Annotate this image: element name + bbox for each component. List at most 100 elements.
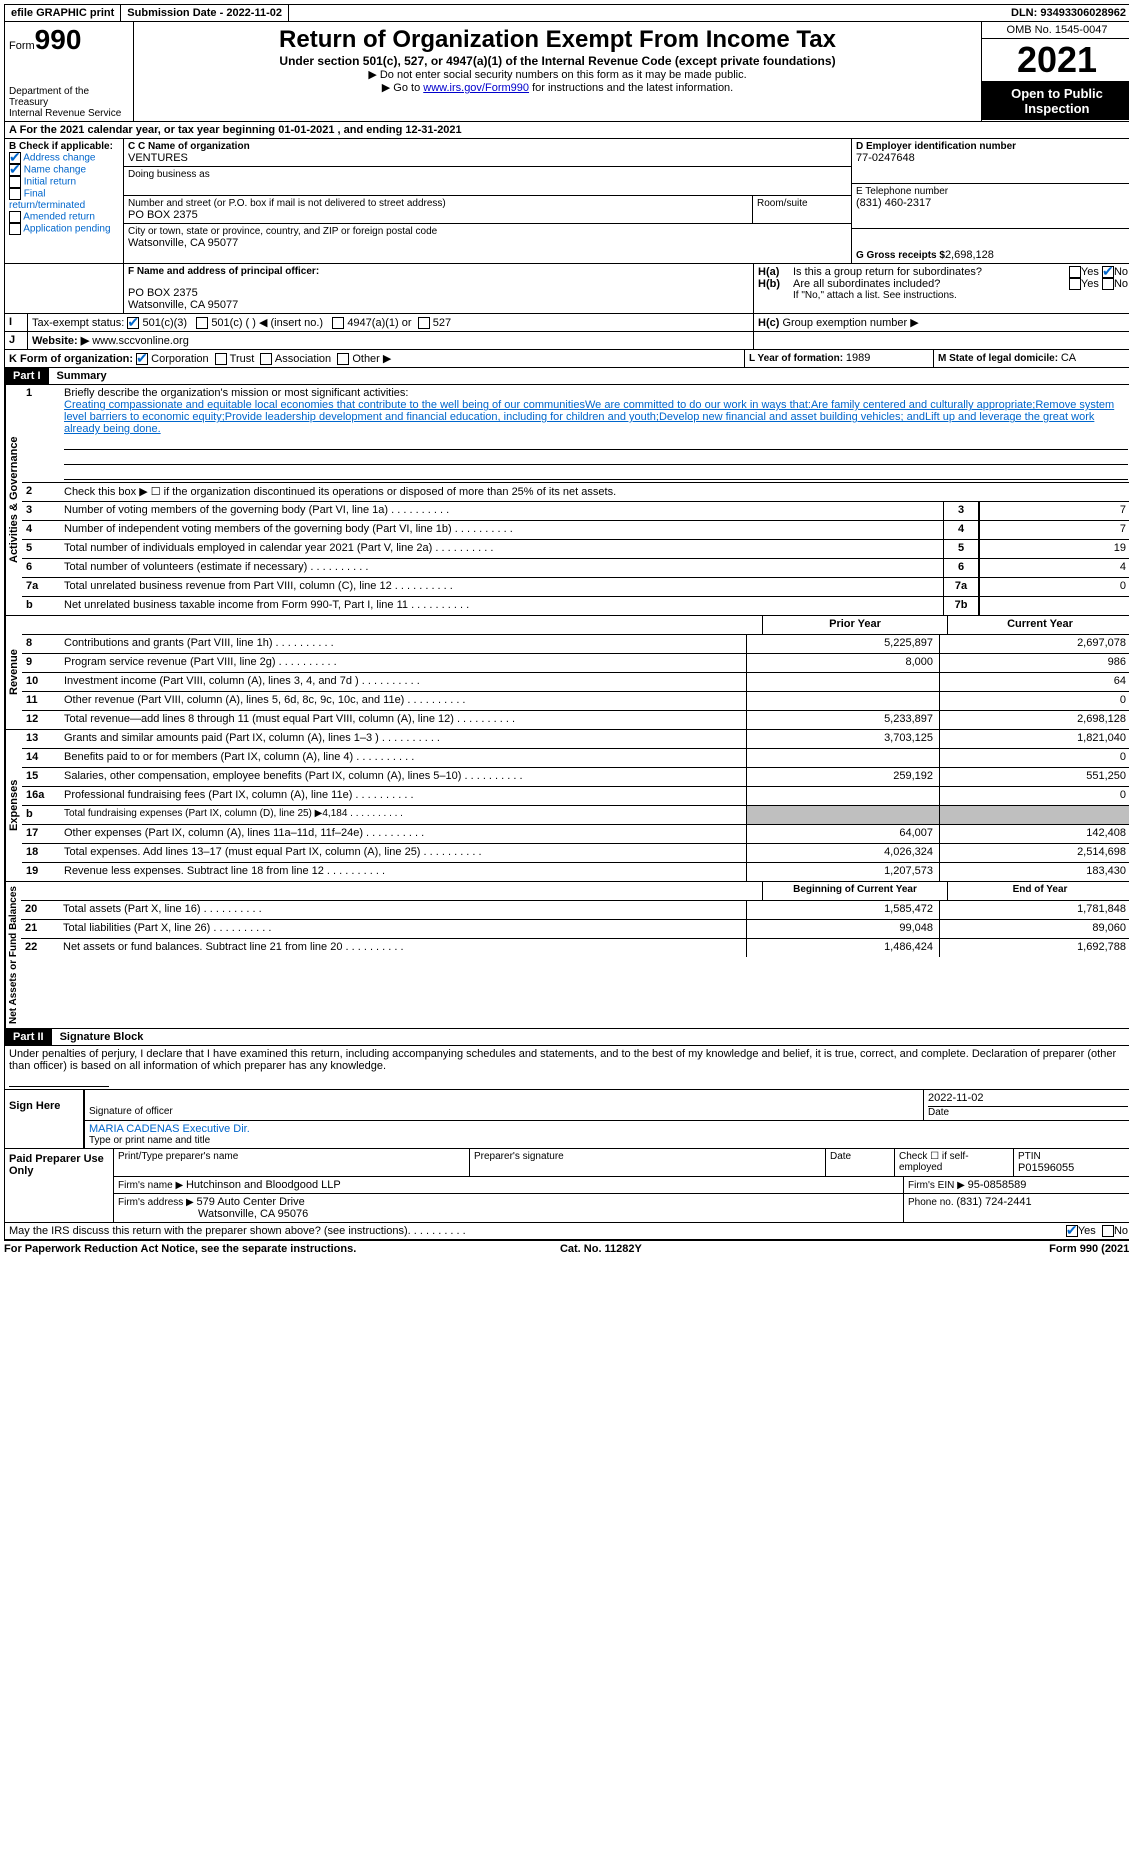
- assoc-checkbox[interactable]: [260, 353, 272, 365]
- box-d-label: D Employer identification number: [856, 141, 1128, 152]
- boxb-checkbox[interactable]: [9, 188, 21, 200]
- org-address: PO BOX 2375: [128, 209, 748, 221]
- sign-here-label: Sign Here: [5, 1090, 83, 1148]
- tax-status-row: I Tax-exempt status: 501(c)(3) 501(c) ( …: [4, 314, 1129, 332]
- expense-row: 18Total expenses. Add lines 13–17 (must …: [22, 844, 1129, 863]
- summary-row: bNet unrelated business taxable income f…: [22, 597, 1129, 615]
- line-a: A For the 2021 calendar year, or tax yea…: [4, 122, 1129, 139]
- netassets-row: 22Net assets or fund balances. Subtract …: [21, 939, 1129, 957]
- city-label: City or town, state or province, country…: [128, 226, 847, 237]
- org-city: Watsonville, CA 95077: [128, 237, 847, 249]
- boxb-checkbox[interactable]: [9, 164, 21, 176]
- form-header: Form990 Department of the Treasury Inter…: [4, 22, 1129, 122]
- signature-block: Under penalties of perjury, I declare th…: [4, 1046, 1129, 1240]
- 527-checkbox[interactable]: [418, 317, 430, 329]
- end-year-header: End of Year: [947, 882, 1129, 900]
- hb-no-checkbox[interactable]: [1102, 278, 1114, 290]
- netassets-row: 21Total liabilities (Part X, line 26)99,…: [21, 920, 1129, 939]
- revenue-row: 8Contributions and grants (Part VIII, li…: [22, 635, 1129, 654]
- sig-officer-label: Signature of officer: [89, 1106, 919, 1117]
- prep-date-label: Date: [825, 1149, 894, 1176]
- name-title-label: Type or print name and title: [89, 1135, 1128, 1146]
- website-row: J Website: ▶ www.sccvonline.org: [4, 332, 1129, 350]
- omb-number: OMB No. 1545-0047: [982, 22, 1129, 39]
- topbar: efile GRAPHIC print Submission Date - 20…: [4, 4, 1129, 22]
- 4947-checkbox[interactable]: [332, 317, 344, 329]
- other-checkbox[interactable]: [337, 353, 349, 365]
- perjury-text: Under penalties of perjury, I declare th…: [5, 1046, 1129, 1089]
- website-url: www.sccvonline.org: [92, 335, 189, 347]
- part-ii-header: Part II Signature Block: [4, 1029, 1129, 1046]
- tax-year: 2021: [982, 39, 1129, 82]
- box-f-label: F Name and address of principal officer:: [128, 266, 749, 277]
- firm-addr1: 579 Auto Center Drive: [197, 1196, 305, 1208]
- 501c3-checkbox[interactable]: [127, 317, 139, 329]
- gross-receipts: 2,698,128: [945, 249, 994, 261]
- submission-date: Submission Date - 2022-11-02: [121, 5, 289, 21]
- boxb-item: Final return/terminated: [9, 188, 119, 211]
- part-i-header: Part I Summary: [4, 368, 1129, 385]
- revenue-section: Revenue b Prior Year Current Year 8Contr…: [4, 616, 1129, 730]
- activities-label: Activities & Governance: [5, 385, 22, 615]
- sig-date: 2022-11-02: [928, 1092, 1128, 1107]
- netassets-section: Net Assets or Fund Balances Beginning of…: [4, 882, 1129, 1029]
- expense-row: 15Salaries, other compensation, employee…: [22, 768, 1129, 787]
- revenue-row: 11Other revenue (Part VIII, column (A), …: [22, 692, 1129, 711]
- expense-row: 19Revenue less expenses. Subtract line 1…: [22, 863, 1129, 881]
- room-label: Room/suite: [757, 198, 847, 209]
- current-year-header: Current Year: [947, 616, 1129, 634]
- box-c-label: C C Name of organization: [128, 141, 847, 152]
- boxb-checkbox[interactable]: [9, 223, 21, 235]
- boxb-item: Address change: [9, 152, 119, 164]
- netassets-label: Net Assets or Fund Balances: [5, 882, 21, 1028]
- box-g-label: G Gross receipts $: [856, 250, 945, 261]
- form-number: Form990: [9, 24, 129, 56]
- box-b-label: B Check if applicable:: [9, 141, 119, 152]
- ha-no-checkbox[interactable]: [1102, 266, 1114, 278]
- expenses-label: Expenses: [5, 730, 22, 881]
- discuss-no-checkbox[interactable]: [1102, 1225, 1114, 1237]
- summary-row: 7aTotal unrelated business revenue from …: [22, 578, 1129, 597]
- activities-section: Activities & Governance 1 Briefly descri…: [4, 385, 1129, 616]
- prep-sig-label: Preparer's signature: [469, 1149, 825, 1176]
- boxb-item: Amended return: [9, 211, 119, 223]
- irs-label: Internal Revenue Service: [9, 108, 129, 119]
- ptin-label: PTIN: [1018, 1151, 1128, 1162]
- 501c-checkbox[interactable]: [196, 317, 208, 329]
- revenue-row: 10Investment income (Part VIII, column (…: [22, 673, 1129, 692]
- summary-row: 3Number of voting members of the governi…: [22, 502, 1129, 521]
- expense-row: 17Other expenses (Part IX, column (A), l…: [22, 825, 1129, 844]
- revenue-label: Revenue: [5, 616, 22, 729]
- hb-yes-checkbox[interactable]: [1069, 278, 1081, 290]
- discuss-yes-checkbox[interactable]: [1066, 1225, 1078, 1237]
- begin-year-header: Beginning of Current Year: [762, 882, 947, 900]
- boxb-checkbox[interactable]: [9, 211, 21, 223]
- irs-link[interactable]: www.irs.gov/Form990: [423, 82, 529, 94]
- firm-phone: (831) 724-2441: [956, 1196, 1031, 1208]
- box-e-label: E Telephone number: [856, 186, 1128, 197]
- officer-group-block: F Name and address of principal officer:…: [4, 264, 1129, 314]
- expense-row: 14Benefits paid to or for members (Part …: [22, 749, 1129, 768]
- trust-checkbox[interactable]: [215, 353, 227, 365]
- revenue-row: 9Program service revenue (Part VIII, lin…: [22, 654, 1129, 673]
- prep-name-label: Print/Type preparer's name: [114, 1149, 469, 1176]
- open-public: Open to Public Inspection: [982, 82, 1129, 120]
- corp-checkbox[interactable]: [136, 353, 148, 365]
- efile-print-button[interactable]: efile GRAPHIC print: [5, 5, 121, 21]
- ha-text: Is this a group return for subordinates?: [793, 266, 1069, 278]
- discontinue-text: Check this box ▶ ☐ if the organization d…: [60, 483, 1129, 501]
- boxb-item: Initial return: [9, 176, 119, 188]
- boxb-item: Name change: [9, 164, 119, 176]
- ein: 77-0247648: [856, 152, 1128, 164]
- prior-year-header: Prior Year: [762, 616, 947, 634]
- ha-yes-checkbox[interactable]: [1069, 266, 1081, 278]
- self-emp-label: Check ☐ if self-employed: [894, 1149, 1013, 1176]
- summary-row: 5Total number of individuals employed in…: [22, 540, 1129, 559]
- sig-date-label: Date: [928, 1107, 1128, 1118]
- form-subtitle: Under section 501(c), 527, or 4947(a)(1)…: [138, 54, 977, 68]
- revenue-row: 12Total revenue—add lines 8 through 11 (…: [22, 711, 1129, 729]
- addr-label: Number and street (or P.O. box if mail i…: [128, 198, 748, 209]
- boxb-item: Application pending: [9, 223, 119, 235]
- boxb-checkbox[interactable]: [9, 176, 21, 188]
- note-ssn: ▶ Do not enter social security numbers o…: [138, 68, 977, 81]
